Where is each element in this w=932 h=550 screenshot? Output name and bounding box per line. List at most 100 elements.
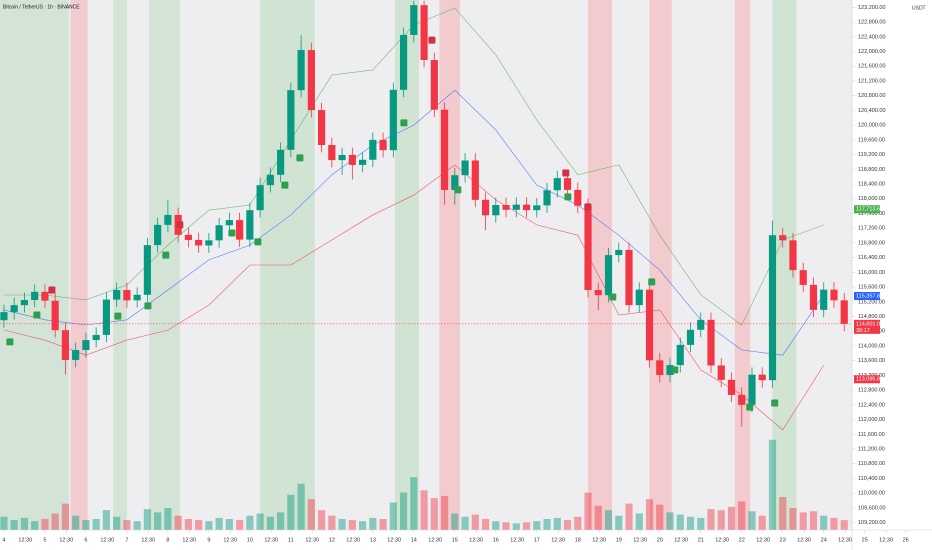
candle-body [471,160,479,200]
candle-body [820,289,828,310]
volume-bar [51,513,59,530]
signal-marker [48,286,56,294]
volume-bar [676,514,684,530]
volume-bar [287,494,295,530]
candle-body [666,365,674,376]
volume-bar [113,516,121,530]
x-tick-label: 13 [370,537,376,543]
volume-bar [594,505,602,530]
x-tick-label: 12:30 [797,537,811,543]
volume-bar [256,513,264,530]
volume-bar [666,512,674,530]
x-tick-label: 12:30 [428,537,442,543]
countdown-label: 39:17 [856,328,870,334]
volume-bar [41,519,49,530]
volume-bar [799,512,807,530]
volume-bar [225,519,233,530]
volume-bar [830,517,838,530]
y-tick-label: 110,400.00 [858,476,885,482]
x-tick-label: 12:30 [346,537,360,543]
x-tick-label: 20 [657,537,663,543]
candle-body [789,240,797,271]
volume-bar [31,521,39,530]
volume-bar [512,523,520,530]
x-tick-label: 16 [493,537,499,543]
signal-marker [33,311,41,319]
candle-body [359,159,367,165]
x-tick-label: 12 [329,537,335,543]
candle-body [164,214,172,225]
price-label: 115,357.82 [856,293,883,299]
candle-body [246,210,254,240]
candle-body [287,90,295,150]
volume-bar [809,511,818,530]
y-tick-label: 118,000.00 [858,196,885,202]
y-tick-label: 115,600.00 [858,285,885,291]
x-tick-label: 23 [780,537,786,543]
candle-body [92,334,100,341]
band-line [3,89,824,356]
candle-body [645,289,654,361]
price-label-box [854,205,880,214]
candle-body [574,189,582,206]
y-tick-label: 120,800.00 [858,93,886,99]
candle-body [61,330,69,360]
x-tick-label: 17 [534,537,540,543]
signal-marker [296,154,304,162]
x-tick-label: 12:30 [551,537,565,543]
candle-body [369,139,377,160]
x-tick-label: 12:30 [59,537,73,543]
candle-body [318,110,326,146]
candle-body [430,59,438,110]
y-tick-label: 120,400.00 [858,108,886,114]
signal-marker [400,119,408,127]
x-tick-label: 12:30 [305,537,319,543]
y-tick-label: 118,400.00 [858,181,885,187]
price-label: 113,095.82 [856,377,883,383]
candle-body [399,34,408,90]
band-line [3,164,824,431]
y-tick-label: 117,200.00 [858,226,885,232]
volume-bar [399,492,408,530]
y-tick-label: 111,600.00 [858,432,885,438]
candle-body [461,160,469,176]
candle-body [584,205,592,291]
candle-body [123,290,131,301]
y-tick-label: 109,200.00 [858,520,886,526]
candle-body [748,374,756,405]
x-tick-label: 24 [821,537,827,543]
x-tick-label: 14 [411,537,417,543]
volume-bar [604,510,613,530]
signal-zone [649,0,672,530]
signal-marker [114,312,122,320]
volume-bar [471,514,479,530]
candle-body [717,365,725,380]
y-tick-label: 122,400.00 [858,34,886,40]
y-tick-label: 110,000.00 [858,491,885,497]
volume-bar [625,503,633,530]
candle-body [102,299,110,335]
candle-body [830,289,838,301]
y-tick-label: 116,400.00 [858,255,885,261]
volume-bar [758,515,766,530]
x-tick-label: 10 [247,537,253,543]
volume-bar [205,521,213,530]
volume-bar [563,520,572,530]
y-tick-label: 111,200.00 [858,446,885,452]
x-tick-label: 22 [739,537,745,543]
candle-body [31,291,39,300]
candle-body [563,178,572,190]
y-tick-label: 116,800.00 [858,240,885,246]
volume-bar [236,520,244,530]
x-tick-label: 18 [575,537,581,543]
y-tick-label: 123,200.00 [858,5,886,11]
candle-body [533,205,541,211]
volume-bar [195,520,203,530]
candle-body [0,312,8,321]
candle-body [389,89,397,151]
candle-body [307,50,315,111]
volume-bar [584,492,592,530]
candle-body [656,360,664,376]
signal-zone [439,0,460,530]
x-tick-label: 12:30 [141,537,155,543]
